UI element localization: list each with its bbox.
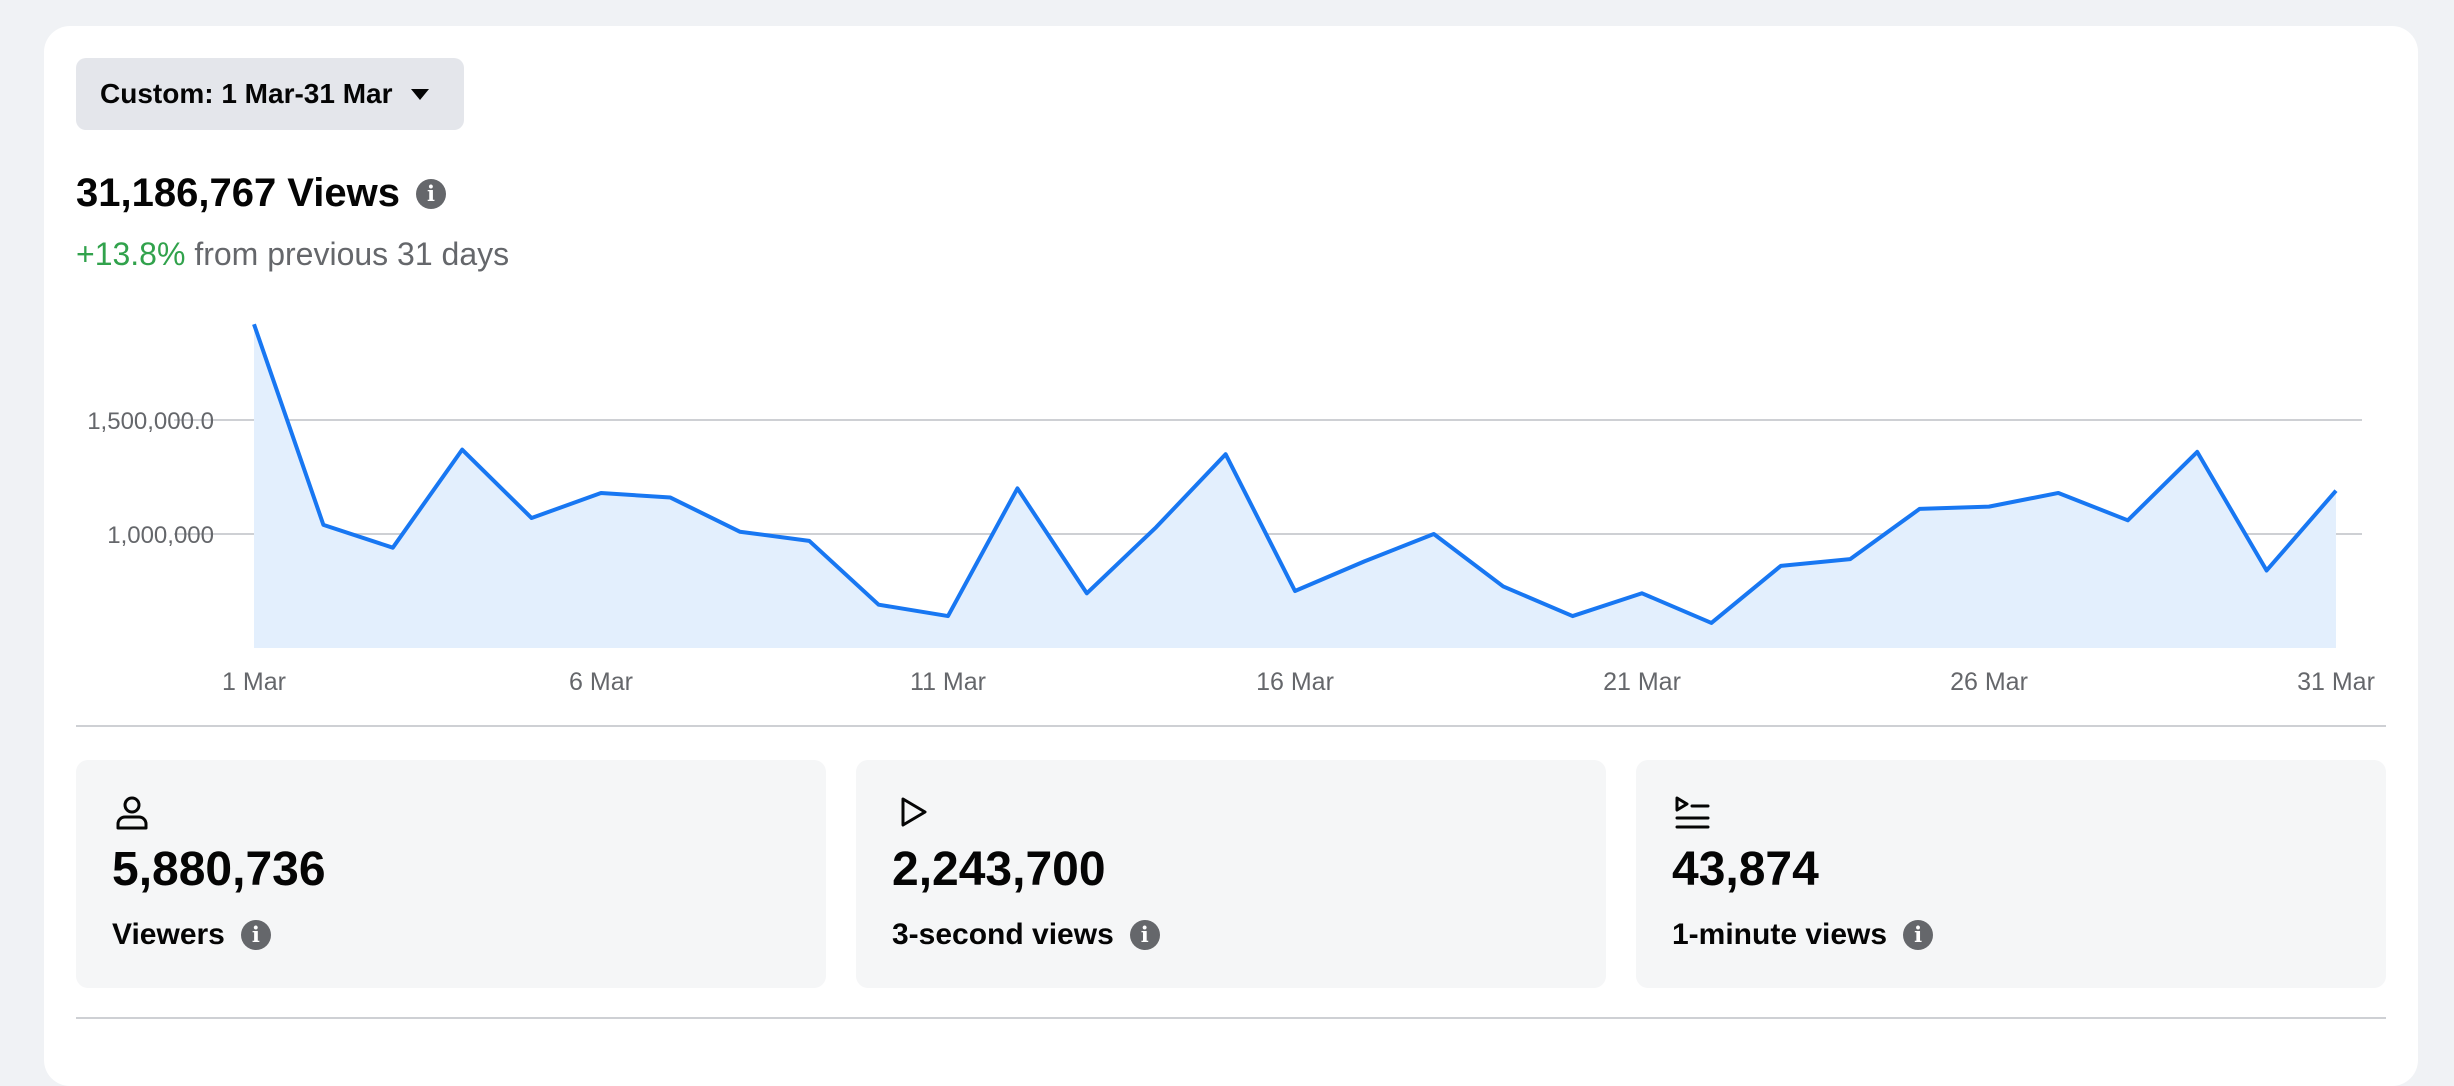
x-tick-label: 11 Mar <box>910 668 986 696</box>
stat-value: 5,880,736 <box>112 843 326 896</box>
date-range-dropdown[interactable]: Custom: 1 Mar-31 Mar <box>76 58 464 130</box>
stat-label-text: Viewers <box>112 918 225 951</box>
series-line <box>252 323 2338 625</box>
x-tick-label: 26 Mar <box>1950 668 2028 696</box>
stat-card-3-second-views: 2,243,700 3-second views i <box>856 760 1606 988</box>
total-views-value: 31,186,767 Views <box>76 171 400 215</box>
stat-card-viewers: 5,880,736 Viewers i <box>76 760 826 988</box>
caret-down-icon <box>410 88 429 100</box>
insights-card: Custom: 1 Mar-31 Mar 31,186,767 Views i … <box>44 26 2418 1086</box>
info-icon[interactable]: i <box>1129 920 1160 950</box>
section-divider <box>76 1017 2386 1019</box>
play-icon <box>901 797 927 827</box>
stat-label-text: 1-minute views <box>1672 918 1888 951</box>
info-icon[interactable]: i <box>1903 920 1934 950</box>
stat-value: 2,243,700 <box>892 843 1106 896</box>
date-range-label: Custom: 1 Mar-31 Mar <box>100 78 393 109</box>
stat-label: Viewers i <box>112 918 271 952</box>
total-views-heading: 31,186,767 Views i <box>76 171 446 216</box>
y-tick-label: 1,000,000 <box>107 522 214 549</box>
stat-label: 1-minute views i <box>1672 918 1934 952</box>
stat-label: 3-second views i <box>892 918 1160 952</box>
x-tick-label: 21 Mar <box>1603 668 1681 696</box>
list-play-icon <box>1675 796 1710 829</box>
area-fill <box>254 324 2336 648</box>
stat-label-text: 3-second views <box>892 918 1114 951</box>
stat-card-1-minute-views: 43,874 1-minute views i <box>1636 760 2386 988</box>
x-tick-label: 1 Mar <box>222 668 286 696</box>
delta-percent: +13.8% <box>76 236 186 272</box>
section-divider <box>76 725 2386 727</box>
stat-value: 43,874 <box>1672 843 1819 896</box>
info-icon[interactable]: i <box>415 178 446 209</box>
views-delta: +13.8% from previous 31 days <box>76 236 509 273</box>
info-icon[interactable]: i <box>240 920 271 950</box>
y-tick-label: 1,500,000.0 <box>87 408 214 435</box>
x-tick-label: 16 Mar <box>1256 668 1334 696</box>
person-icon <box>116 796 148 830</box>
x-tick-label: 31 Mar <box>2297 668 2375 696</box>
delta-text: from previous 31 days <box>194 236 510 272</box>
x-tick-label: 6 Mar <box>569 668 633 696</box>
views-line-chart: 1,000,000 1,500,000.0 1 Mar 6 Mar 11 Mar 16 M… <box>87 323 2375 696</box>
